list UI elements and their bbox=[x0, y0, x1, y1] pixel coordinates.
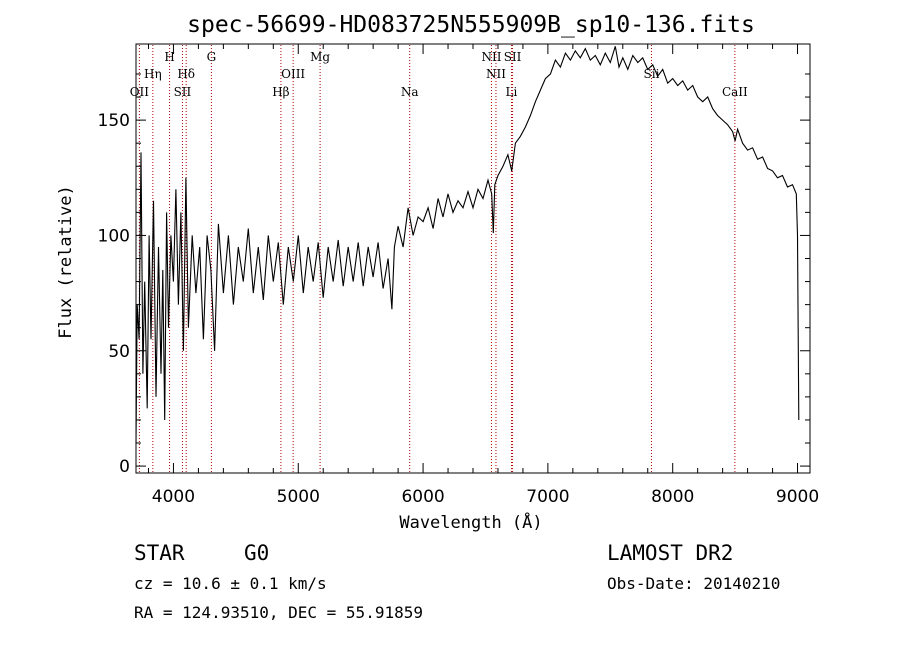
object-class: STAR bbox=[134, 541, 185, 565]
y-axis-label: Flux (relative) bbox=[56, 185, 76, 339]
spectral-line-label: SII bbox=[174, 85, 192, 99]
obs-date: Obs-Date: 20140210 bbox=[607, 574, 780, 593]
spectral-line-label: OIII bbox=[281, 67, 305, 81]
spectral-line-label: Na bbox=[401, 85, 419, 99]
object-subclass: G0 bbox=[244, 541, 269, 565]
x-tick-label: 9000 bbox=[776, 487, 819, 507]
survey-name: LAMOST DR2 bbox=[607, 541, 733, 565]
spectral-line-label: NII bbox=[486, 67, 506, 81]
coordinates-readout: RA = 124.93510, DEC = 55.91859 bbox=[134, 603, 423, 622]
redshift-readout: cz = 10.6 ± 0.1 km/s bbox=[134, 574, 327, 593]
spectral-line-label: Mg bbox=[310, 50, 330, 64]
x-tick-label: 4000 bbox=[152, 487, 195, 507]
x-tick-label: 5000 bbox=[277, 487, 320, 507]
x-axis-label: Wavelength (Å) bbox=[399, 511, 542, 533]
y-tick-label: 50 bbox=[108, 342, 130, 362]
chart-title: spec-56699-HD083725N555909B_sp10-136.fit… bbox=[187, 12, 755, 38]
x-tick-label: 6000 bbox=[401, 487, 444, 507]
spectral-line-label: CaII bbox=[722, 85, 748, 99]
spectral-line-label: H bbox=[164, 50, 174, 64]
spectral-line-label: Hη bbox=[144, 67, 162, 81]
spectral-line-label: G bbox=[207, 50, 217, 64]
y-tick-label: 0 bbox=[119, 457, 130, 477]
x-axis: 4000 5000 6000 7000 8000 9000 bbox=[147, 44, 819, 507]
y-tick-label: 150 bbox=[98, 111, 130, 131]
spectral-line-label: Hβ bbox=[272, 85, 289, 99]
data-series bbox=[135, 46, 800, 444]
spectral-line-label: NII bbox=[481, 50, 501, 64]
line-markers bbox=[138, 45, 736, 472]
spectral-line-label: SII bbox=[504, 50, 522, 64]
y-axis: 0 50 100 150 bbox=[98, 73, 810, 477]
x-tick-label: 7000 bbox=[526, 487, 569, 507]
spectral-line-label: Li bbox=[506, 85, 518, 99]
spectral-line-label: Hδ bbox=[177, 67, 195, 81]
y-tick-label: 100 bbox=[98, 226, 130, 246]
x-tick-label: 8000 bbox=[651, 487, 694, 507]
spectral-line-label: OII bbox=[130, 85, 150, 99]
spectrum-line bbox=[135, 46, 800, 444]
